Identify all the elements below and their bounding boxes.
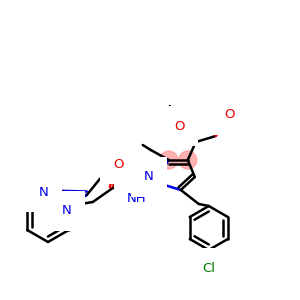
- Text: NH: NH: [127, 191, 147, 205]
- Circle shape: [160, 151, 178, 169]
- Text: N: N: [39, 185, 49, 199]
- Text: O: O: [113, 158, 124, 170]
- Text: N: N: [62, 205, 72, 218]
- Text: O: O: [224, 109, 235, 122]
- Text: N: N: [144, 170, 154, 184]
- Text: Cl: Cl: [202, 262, 215, 275]
- Circle shape: [179, 151, 197, 169]
- Text: O: O: [175, 119, 185, 133]
